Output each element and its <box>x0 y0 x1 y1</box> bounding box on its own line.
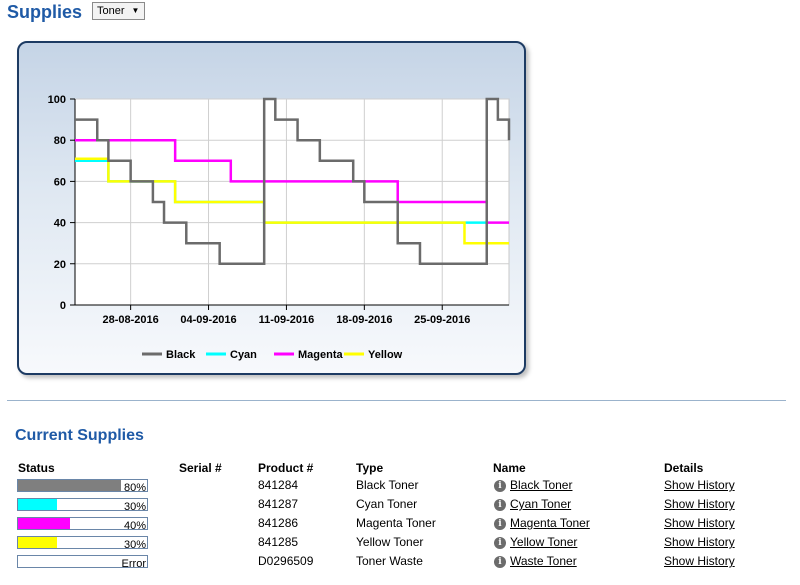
show-history-link[interactable]: Show History <box>664 554 735 568</box>
product-number-cell: 841284 <box>258 478 299 492</box>
level-bar: Error <box>17 555 148 570</box>
col-header-details: Details <box>664 461 704 475</box>
product-number-cell: D0296509 <box>258 554 314 568</box>
show-history-link[interactable]: Show History <box>664 478 735 492</box>
col-header-status: Status <box>18 461 55 475</box>
info-icon[interactable]: i <box>494 555 506 568</box>
legend-label-cyan: Cyan <box>230 349 257 361</box>
y-tick-label: 0 <box>60 300 66 312</box>
show-history-link[interactable]: Show History <box>664 535 735 549</box>
legend-label-magenta: Magenta <box>298 349 344 361</box>
level-bar-fill <box>18 499 57 510</box>
level-text: 40% <box>123 520 146 532</box>
col-header-product: Product # <box>258 461 314 475</box>
info-icon[interactable]: i <box>494 536 506 549</box>
legend-label-black: Black <box>166 349 196 361</box>
level-text: 30% <box>123 539 146 551</box>
section-divider <box>7 400 786 401</box>
type-cell: Cyan Toner <box>356 497 418 511</box>
y-tick-label: 40 <box>54 218 66 230</box>
toner-level-chart: 0 20 40 60 80 100 28-08-2016 04-09-2016 11-09-20… <box>48 94 511 361</box>
info-icon[interactable]: i <box>494 479 506 492</box>
x-tick-label: 18-09-2016 <box>336 314 392 326</box>
supply-type-select[interactable]: Toner ▼ <box>92 1 146 20</box>
type-cell: Toner Waste <box>356 554 423 568</box>
supply-name-link[interactable]: Waste Toner <box>510 554 577 568</box>
level-text: 30% <box>123 501 146 513</box>
name-cell: i Magenta Toner <box>494 516 590 531</box>
product-number-cell: 841285 <box>258 535 299 549</box>
info-icon[interactable]: i <box>494 517 506 530</box>
name-cell: i Black Toner <box>494 478 572 493</box>
col-header-type: Type <box>356 461 384 475</box>
level-bar-fill <box>18 518 70 529</box>
name-cell: i Waste Toner <box>494 554 577 569</box>
current-supplies-title: Current Supplies <box>15 427 144 444</box>
supply-name-link[interactable]: Magenta Toner <box>510 516 590 530</box>
show-history-link[interactable]: Show History <box>664 516 735 530</box>
series-line-black <box>75 97 511 266</box>
level-bar: 30% <box>17 536 148 551</box>
type-cell: Black Toner <box>356 478 419 492</box>
y-tick-label: 20 <box>54 259 66 271</box>
product-number-cell: 841287 <box>258 497 299 511</box>
supplies-header: Supplies Toner ▼ <box>7 1 146 23</box>
dropdown-arrow-icon: ▼ <box>131 5 140 15</box>
y-tick-label: 60 <box>54 176 66 188</box>
supply-name-link[interactable]: Yellow Toner <box>510 535 578 549</box>
y-tick-label: 100 <box>48 94 66 106</box>
supply-name-link[interactable]: Cyan Toner <box>510 497 572 511</box>
product-number-cell: 841286 <box>258 516 299 530</box>
x-tick-label: 04-09-2016 <box>180 314 236 326</box>
level-bar: 80% <box>17 479 148 494</box>
col-header-serial: Serial # <box>179 461 222 475</box>
series-line-yellow <box>75 157 509 245</box>
y-tick-label: 80 <box>54 135 66 147</box>
legend-label-yellow: Yellow <box>368 349 403 361</box>
type-cell: Yellow Toner <box>356 535 424 549</box>
level-bar: 30% <box>17 498 148 513</box>
chart-panel: 0 20 40 60 80 100 28-08-2016 04-09-2016 11-09-20… <box>17 41 526 375</box>
x-tick-label: 28-08-2016 <box>103 314 159 326</box>
x-tick-label: 25-09-2016 <box>414 314 470 326</box>
info-icon[interactable]: i <box>494 498 506 511</box>
name-cell: i Cyan Toner <box>494 497 571 512</box>
col-header-name: Name <box>493 461 526 475</box>
name-cell: i Yellow Toner <box>494 535 577 550</box>
supply-type-value: Toner <box>97 4 125 17</box>
level-text: 80% <box>123 482 146 494</box>
level-bar-fill <box>18 537 57 548</box>
type-cell: Magenta Toner <box>356 516 436 530</box>
level-bar: 40% <box>17 517 148 532</box>
level-text: Error <box>121 558 146 570</box>
supply-name-link[interactable]: Black Toner <box>510 478 573 492</box>
page-title: Supplies <box>7 2 83 22</box>
x-tick-label: 11-09-2016 <box>259 314 315 326</box>
level-bar-fill <box>18 480 122 491</box>
show-history-link[interactable]: Show History <box>664 497 735 511</box>
